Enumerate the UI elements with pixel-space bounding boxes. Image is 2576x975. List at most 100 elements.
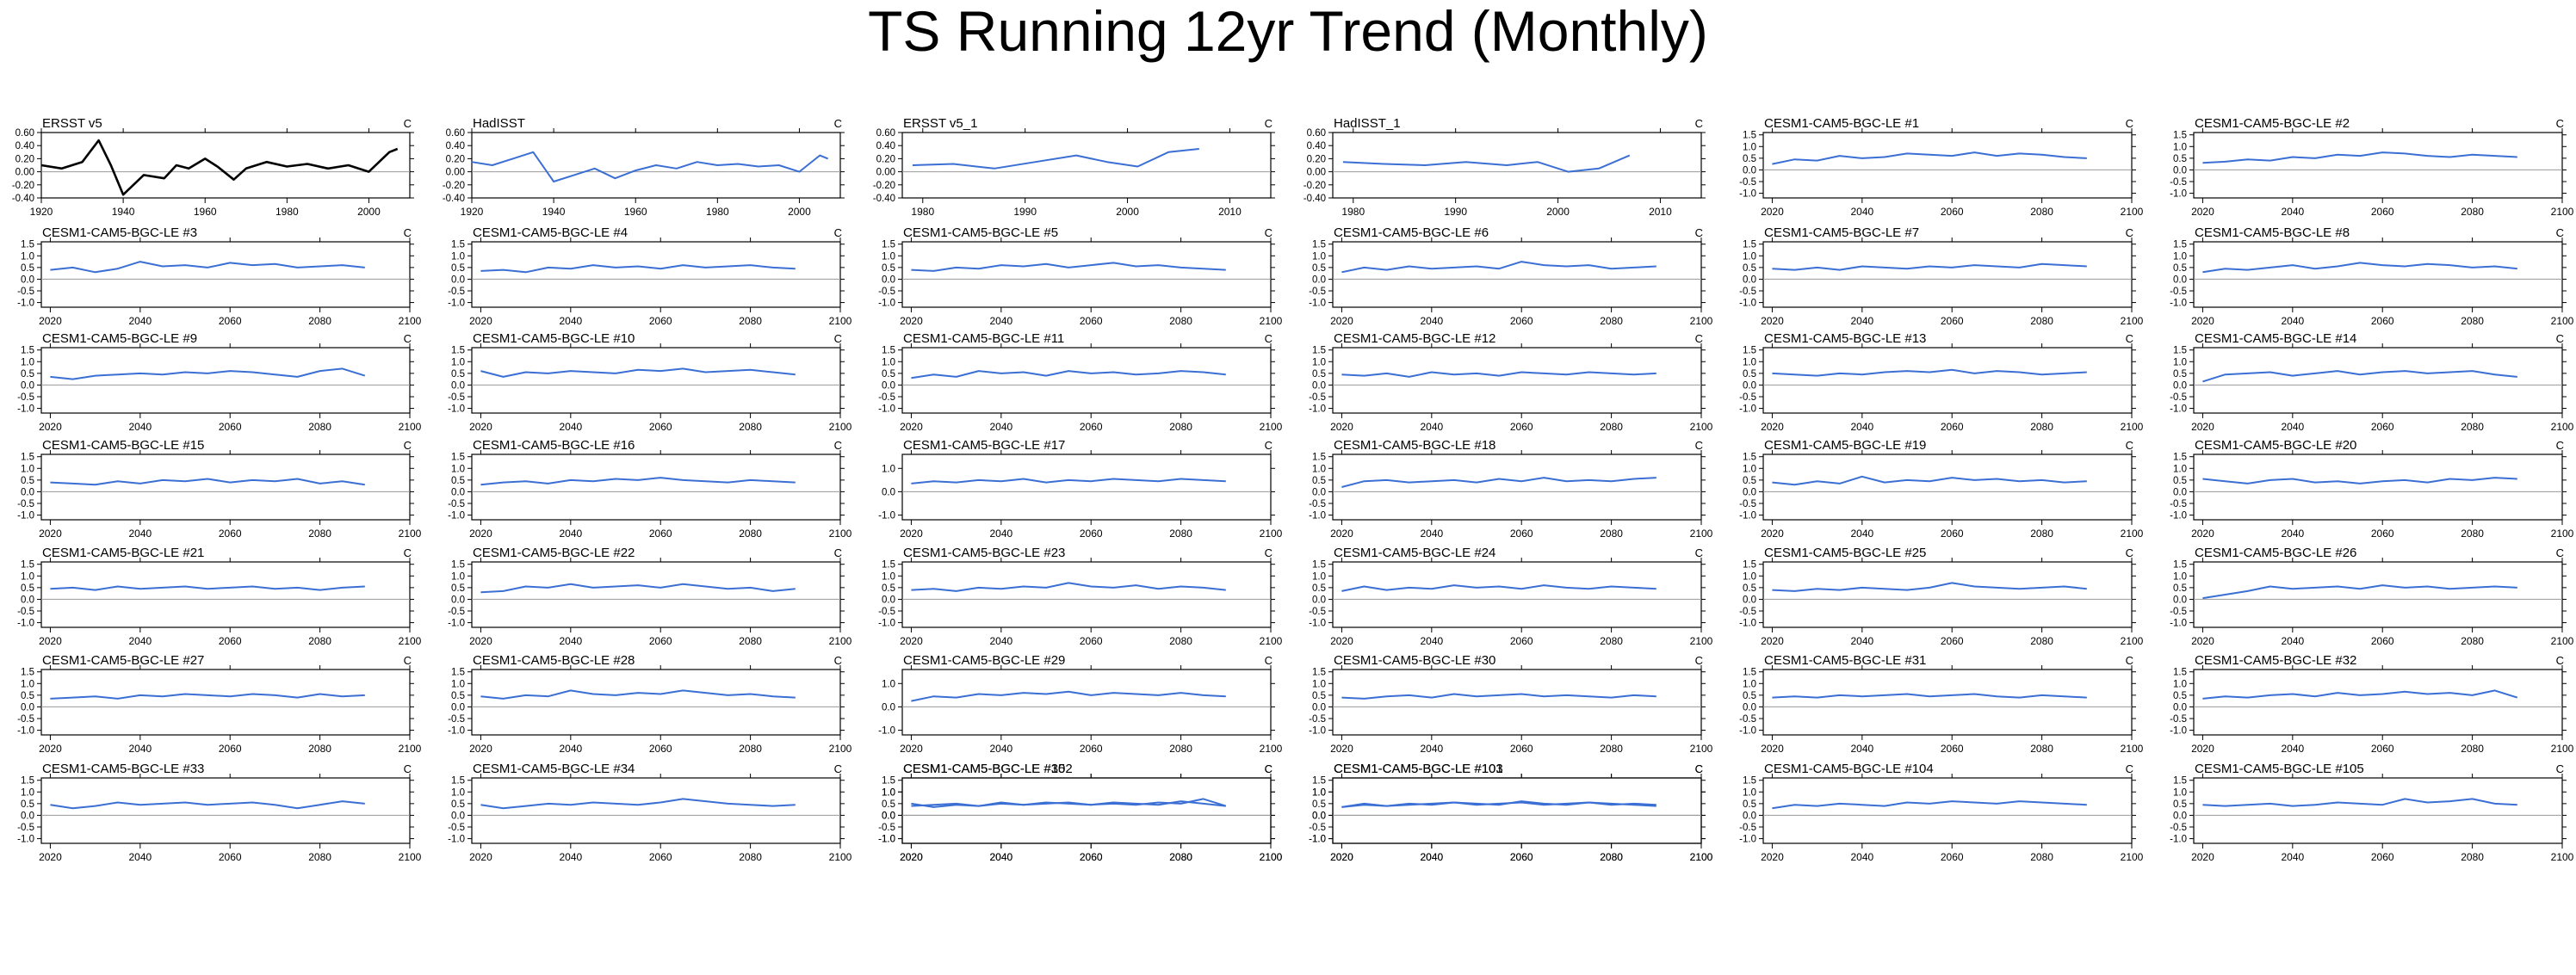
- y-tick-label: 1.0: [2173, 464, 2187, 474]
- y-tick-label: 1.5: [1743, 776, 1756, 787]
- series-line: [2202, 262, 2517, 274]
- y-tick-label: 0.5: [882, 263, 895, 274]
- y-tick-label: -0.5: [17, 607, 34, 617]
- panel-title: CESM1-CAM5-BGC-LE #8: [2195, 225, 2350, 240]
- x-tick-label: 1940: [542, 206, 566, 218]
- chart-panel: CESM1-CAM5-BGC-LE #101 C -1.0 0.0 1.0 2020 204…: [1309, 762, 1712, 863]
- x-tick-label: 2060: [219, 851, 242, 863]
- x-tick-label: 2080: [739, 635, 762, 647]
- x-tick-label: 2100: [2121, 421, 2144, 433]
- y-tick-label: 1.5: [1312, 453, 1326, 463]
- y-tick-label: 0.5: [2173, 691, 2187, 701]
- x-tick-label: 2060: [219, 635, 242, 647]
- panel-units: C: [404, 654, 412, 667]
- y-tick-label: 1.5: [451, 453, 465, 463]
- y-tick-label: 0.0: [1312, 702, 1326, 713]
- x-tick-label: 2080: [1169, 851, 1192, 863]
- panel-title: CESM1-CAM5-BGC-LE #14: [2195, 331, 2356, 346]
- x-tick-label: 2080: [308, 528, 331, 540]
- x-tick-label: 2060: [219, 315, 242, 327]
- x-tick-label: 2060: [1080, 851, 1103, 863]
- x-tick-label: 2100: [399, 635, 422, 647]
- x-tick-label: 2080: [1169, 851, 1192, 863]
- chart-panel: CESM1-CAM5-BGC-LE #31 C -1.0-0.50.00.5 1.01…: [1739, 653, 2143, 755]
- y-tick-label: 0.5: [1312, 691, 1326, 701]
- y-tick-label: 1.5: [451, 346, 465, 356]
- x-tick-label: 1980: [1341, 206, 1365, 218]
- panel-title: ERSST v5: [42, 116, 102, 131]
- y-tick-label: -0.5: [2170, 607, 2187, 617]
- y-tick-label: 0.5: [451, 369, 465, 380]
- y-tick-label: 1.5: [21, 668, 34, 678]
- panel-units: C: [1695, 226, 1703, 239]
- y-tick-label: 0.00: [1307, 168, 1326, 178]
- y-tick-label: -1.0: [448, 299, 465, 309]
- x-tick-label: 2020: [39, 635, 62, 647]
- x-tick-label: 2020: [900, 635, 923, 647]
- y-tick-label: -0.5: [448, 499, 465, 509]
- y-tick-label: 1.0: [1743, 787, 1756, 798]
- y-tick-label: 1.5: [451, 240, 465, 250]
- series-line: [2202, 370, 2517, 383]
- plot-frame: [40, 561, 411, 628]
- panel-units: C: [1265, 226, 1273, 239]
- x-tick-label: 2040: [2281, 743, 2304, 755]
- panel-title: CESM1-CAM5-BGC-LE #33: [42, 762, 204, 776]
- y-tick-label: 1.0: [1312, 357, 1326, 367]
- x-tick-label: 2100: [2121, 206, 2144, 218]
- y-tick-label: 1.0: [21, 357, 34, 367]
- chart-panel: CESM1-CAM5-BGC-LE #18 C -1.0 -0.5 0.00.5 1.01…: [1309, 438, 1712, 540]
- plot-frame: [40, 347, 411, 414]
- y-tick-label: -0.5: [17, 714, 34, 725]
- x-tick-label: 2040: [989, 635, 1012, 647]
- y-tick-label: 0.5: [1743, 476, 1756, 486]
- y-tick-label: 0.20: [1307, 154, 1326, 164]
- y-tick-label: -1.0: [878, 511, 895, 521]
- y-tick-label: -0.5: [1309, 823, 1326, 833]
- x-tick-label: 2080: [1169, 421, 1192, 433]
- x-tick-label: 2080: [2030, 206, 2053, 218]
- chart-panel: CESM1-CAM5-BGC-LE #32 C -1.0-0.50.00.5 1.01…: [2170, 653, 2573, 755]
- x-tick-label: 2040: [1420, 421, 1443, 433]
- series-line: [912, 148, 1199, 170]
- series-line: [1341, 800, 1656, 808]
- y-tick-label: -1.0: [1739, 835, 1756, 845]
- x-tick-label: 2100: [2121, 635, 2144, 647]
- x-tick-label: 2020: [1761, 528, 1784, 540]
- panel-units: C: [2556, 226, 2564, 239]
- panel-title: CESM1-CAM5-BGC-LE #4: [473, 225, 628, 240]
- x-tick-label: 2080: [308, 851, 331, 863]
- y-tick-label: 0.0: [882, 595, 895, 605]
- series-line: [480, 367, 796, 378]
- chart-panel: CESM1-CAM5-BGC-LE #10 C -1.0-0.50.00.5 1.01…: [448, 331, 851, 433]
- y-tick-label: -0.5: [448, 287, 465, 297]
- y-tick-label: -1.0: [17, 619, 34, 629]
- panel-units: C: [1265, 762, 1273, 775]
- y-tick-label: -1.0: [878, 835, 895, 845]
- y-tick-label: 1.5: [1312, 668, 1326, 678]
- chart-panel: CESM1-CAM5-BGC-LE #26 C -1.0 -0.5 0.00.51.01…: [2170, 546, 2573, 647]
- x-tick-label: 2080: [2461, 528, 2484, 540]
- chart-panel: CESM1-CAM5-BGC-LE #20 C -1.0 -0.5 0.00.5 1.01…: [2170, 438, 2573, 540]
- plot-frame: [1332, 561, 1702, 628]
- plot-frame: [2193, 669, 2563, 736]
- x-tick-label: 2080: [1600, 315, 1623, 327]
- x-tick-label: 2020: [39, 743, 62, 755]
- y-tick-label: -1.0: [1739, 299, 1756, 309]
- y-tick-label: -1.0: [448, 726, 465, 737]
- y-tick-label: -0.5: [2170, 287, 2187, 297]
- x-tick-label: 2040: [128, 315, 152, 327]
- y-tick-label: 0.0: [451, 487, 465, 497]
- y-tick-label: 1.0: [21, 787, 34, 798]
- panel-title: CESM1-CAM5-BGC-LE #9: [42, 331, 197, 346]
- chart-panel: CESM1-CAM5-BGC-LE #14 C -1.0-0.50.00.5 1.01…: [2170, 331, 2573, 433]
- x-tick-label: 2040: [128, 421, 152, 433]
- x-tick-label: 2040: [128, 743, 152, 755]
- plot-frame: [1762, 669, 2133, 736]
- y-tick-label: 0.5: [882, 583, 895, 594]
- y-tick-label: 0.0: [21, 487, 34, 497]
- x-tick-label: 2000: [357, 206, 381, 218]
- x-tick-label: 2020: [2191, 528, 2214, 540]
- chart-panel: CESM1-CAM5-BGC-LE #28 C -1.0-0.50.00.5 1.01…: [448, 653, 851, 755]
- x-tick-label: 2060: [1510, 315, 1533, 327]
